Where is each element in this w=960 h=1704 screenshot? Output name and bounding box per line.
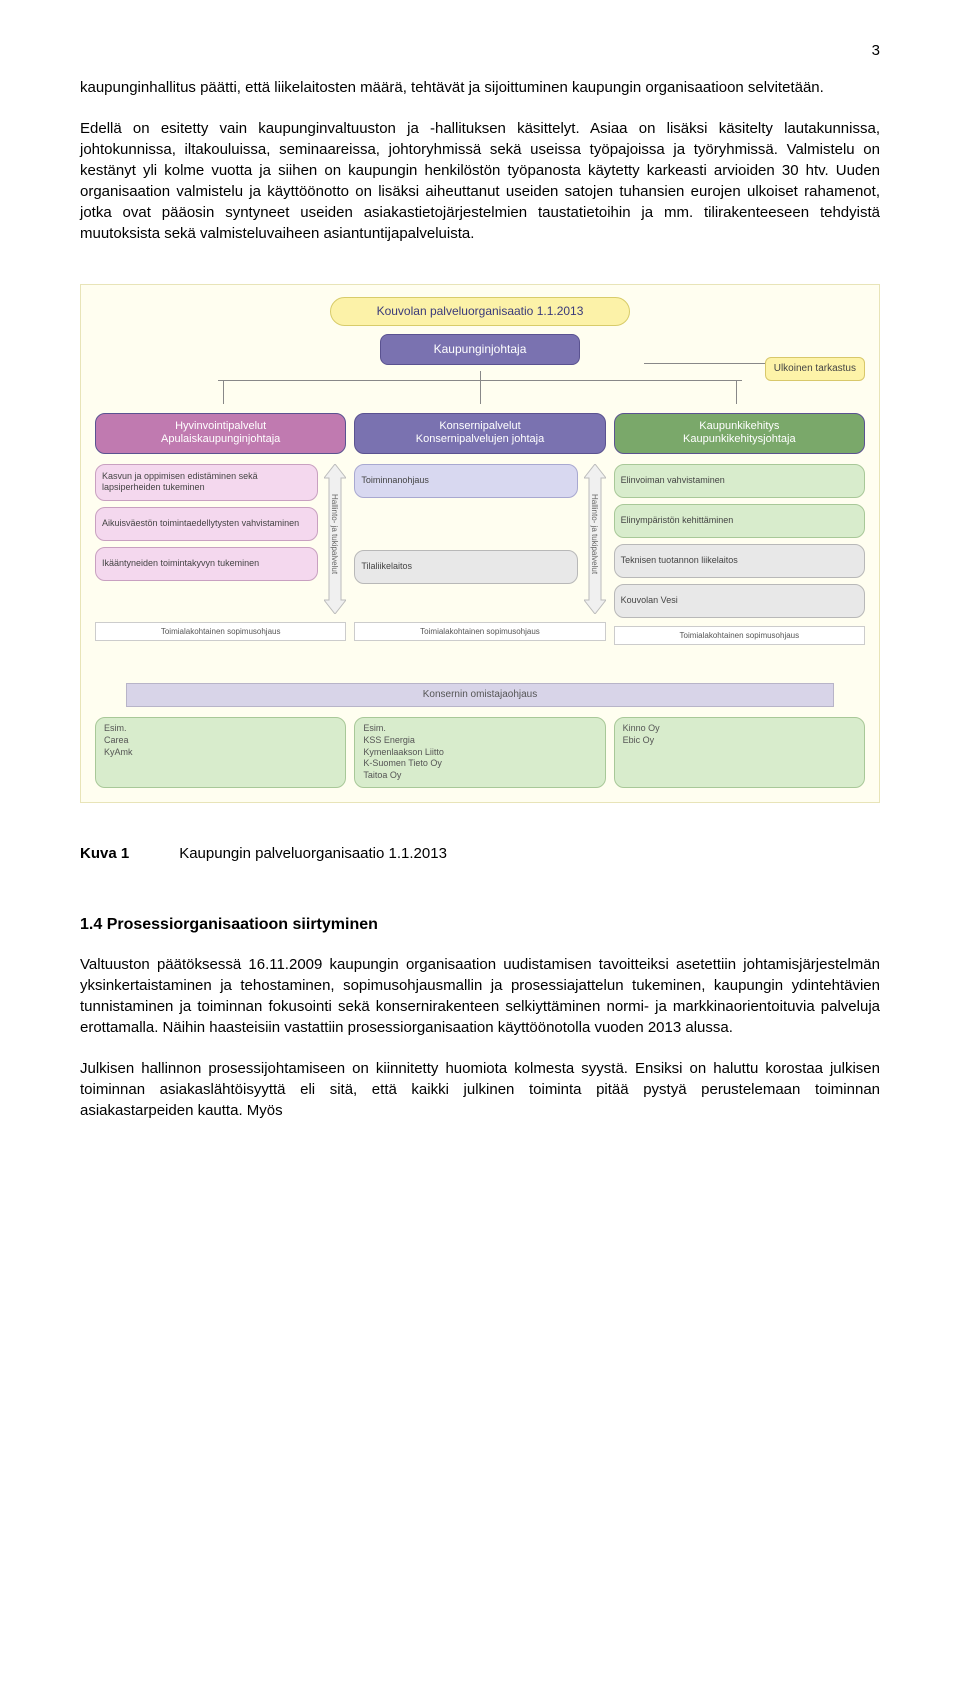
unit-3-0: Elinvoiman vahvistaminen	[614, 464, 865, 498]
unit-2-0: Toiminnanohjaus	[354, 464, 577, 498]
column-konserni: Konsernipalvelut Konsernipalvelujen joht…	[354, 413, 605, 672]
footer-box-0: Esim.CareaKyAmk	[95, 717, 346, 787]
unit-3-extra-0: Teknisen tuotannon liikelaitos	[614, 544, 865, 578]
col-head-2-l1: Konsernipalvelut	[439, 420, 520, 432]
arrow-label-2: Hallinto- ja tukipalvelut	[588, 494, 599, 574]
sopimus-1: Toimialakohtainen sopimusohjaus	[95, 622, 346, 641]
unit-1-0: Kasvun ja oppimisen edistäminen sekä lap…	[95, 464, 318, 501]
col-head-3: Kaupunkikehitys Kaupunkikehitysjohtaja	[614, 413, 865, 455]
chart-title: Kouvolan palveluorganisaatio 1.1.2013	[330, 297, 630, 326]
arrow-col-2: Hallinto- ja tukipalvelut	[584, 464, 606, 614]
director-box: Kaupunginjohtaja	[380, 334, 580, 365]
page-number: 3	[80, 40, 880, 61]
unit-2-extra: Tilaliikelaitos	[354, 550, 577, 584]
figure-caption: Kaupungin palveluorganisaatio 1.1.2013	[179, 843, 447, 864]
paragraph-1: kaupunginhallitus päätti, että liikelait…	[80, 77, 880, 98]
col-head-3-l2: Kaupunkikehitysjohtaja	[683, 433, 796, 445]
sopimus-2: Toimialakohtainen sopimusohjaus	[354, 622, 605, 641]
connector	[95, 371, 865, 389]
unit-3-1: Elinympäristön kehittäminen	[614, 504, 865, 538]
paragraph-2: Edellä on esitetty vain kaupunginvaltuus…	[80, 118, 880, 244]
section-1-4-heading: 1.4 Prosessiorganisaatioon siirtyminen	[80, 914, 880, 936]
unit-1-2: Ikääntyneiden toimintakyvyn tukeminen	[95, 547, 318, 581]
col-head-1-l1: Hyvinvointipalvelut	[175, 420, 266, 432]
arrow-label-1: Hallinto- ja tukipalvelut	[329, 494, 340, 574]
org-chart: Kouvolan palveluorganisaatio 1.1.2013 Ka…	[80, 284, 880, 803]
col-head-1-l2: Apulaiskaupunginjohtaja	[161, 433, 280, 445]
figure-caption-row: Kuva 1 Kaupungin palveluorganisaatio 1.1…	[80, 843, 880, 864]
column-kaupunkikehitys: Kaupunkikehitys Kaupunkikehitysjohtaja E…	[614, 413, 865, 672]
col-head-1: Hyvinvointipalvelut Apulaiskaupunginjoht…	[95, 413, 346, 455]
sopimus-3: Toimialakohtainen sopimusohjaus	[614, 626, 865, 645]
columns-row: Hyvinvointipalvelut Apulaiskaupunginjoht…	[95, 413, 865, 672]
footer-box-1: Esim.KSS EnergiaKymenlaakson LiittoK-Suo…	[354, 717, 605, 787]
col-head-2: Konsernipalvelut Konsernipalvelujen joht…	[354, 413, 605, 455]
col-head-3-l1: Kaupunkikehitys	[699, 420, 779, 432]
column-hyvinvointi: Hyvinvointipalvelut Apulaiskaupunginjoht…	[95, 413, 346, 672]
org-chart-figure: Kouvolan palveluorganisaatio 1.1.2013 Ka…	[80, 284, 880, 803]
paragraph-3: Valtuuston päätöksessä 16.11.2009 kaupun…	[80, 954, 880, 1038]
footer-box-2: Kinno OyEbic Oy	[614, 717, 865, 787]
unit-1-1: Aikuisväestön toimintaedellytysten vahvi…	[95, 507, 318, 541]
col-head-2-l2: Konsernipalvelujen johtaja	[416, 433, 544, 445]
figure-label: Kuva 1	[80, 843, 129, 864]
unit-3-extra-1: Kouvolan Vesi	[614, 584, 865, 618]
footer-row: Esim.CareaKyAmk Esim.KSS EnergiaKymenlaa…	[95, 717, 865, 787]
paragraph-4: Julkisen hallinnon prosessijohtamiseen o…	[80, 1058, 880, 1121]
konsernin-bar: Konsernin omistajaohjaus	[126, 683, 834, 707]
arrow-col-1: Hallinto- ja tukipalvelut	[324, 464, 346, 614]
